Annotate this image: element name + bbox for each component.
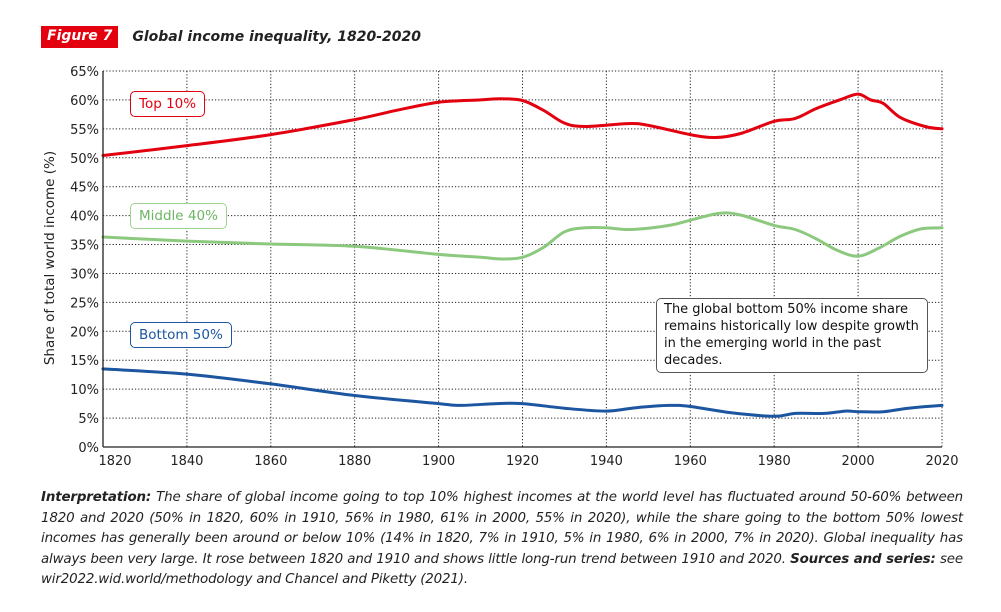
figure-number-badge: Figure 7 — [41, 26, 119, 48]
interpretation-text: The share of global income going to top … — [41, 490, 963, 567]
series-line-middle-40 — [101, 211, 944, 261]
line-chart: 0% 5% 10% 15% 20% 25% 30% 35% 40% 45% 50% 55% 60% 65%… — [42, 65, 959, 469]
y-tick-label: 20% — [70, 325, 99, 340]
x-axis-ticks: 1820 1840 1860 1880 1900 1920 1940 1960 1980 2000… — [98, 454, 958, 469]
x-tick-label: 1820 — [98, 454, 131, 469]
figure-header: Figure 7 Global income inequality, 1820-… — [41, 26, 421, 48]
y-axis-ticks: 0% 5% 10% 15% 20% 25% 30% 35% 40% 45% 50% 55% 60% 65% — [70, 65, 99, 456]
y-tick-label: 15% — [70, 354, 99, 369]
legend-label-top-10: Top 10% — [130, 91, 206, 117]
y-tick-label: 50% — [70, 152, 99, 167]
x-tick-label: 1900 — [422, 454, 455, 469]
y-tick-label: 10% — [70, 383, 99, 398]
x-tick-label: 1860 — [254, 454, 287, 469]
series-lines — [101, 92, 944, 418]
interpretation-label: Interpretation: — [41, 490, 152, 505]
annotation-box: The global bottom 50% income share remai… — [656, 298, 928, 373]
y-tick-label: 60% — [70, 94, 99, 109]
grid-lines — [103, 70, 943, 447]
y-tick-label: 0% — [78, 441, 99, 456]
legend-label-middle-40: Middle 40% — [130, 203, 227, 229]
y-tick-label: 5% — [78, 412, 99, 427]
y-axis-label: Share of total world income (%) — [42, 151, 58, 365]
y-tick-label: 25% — [70, 296, 99, 311]
x-tick-label: 1920 — [506, 454, 539, 469]
y-tick-label: 40% — [70, 210, 99, 225]
figure-title: Global income inequality, 1820-2020 — [132, 29, 422, 45]
y-tick-label: 65% — [70, 65, 99, 80]
legend-label-bottom-50: Bottom 50% — [130, 322, 232, 348]
sources-text: see wir2022.wid.world/methodology and Ch… — [41, 551, 963, 588]
x-tick-label: 1960 — [674, 454, 707, 469]
x-tick-label: 1840 — [170, 454, 203, 469]
series-line-top-10 — [101, 92, 944, 157]
x-tick-label: 1940 — [590, 454, 623, 469]
figure-caption: Interpretation: The share of global inco… — [41, 488, 963, 591]
y-tick-label: 45% — [70, 181, 99, 196]
sources-label: Sources and series: — [790, 551, 936, 567]
y-tick-label: 55% — [70, 123, 99, 138]
x-tick-label: 2020 — [925, 454, 958, 469]
y-tick-label: 30% — [70, 267, 99, 282]
x-tick-label: 1880 — [338, 454, 371, 469]
y-tick-label: 35% — [70, 239, 99, 254]
x-tick-label: 2000 — [842, 454, 875, 469]
x-tick-label: 1980 — [758, 454, 791, 469]
series-line-bottom-50 — [101, 367, 944, 418]
